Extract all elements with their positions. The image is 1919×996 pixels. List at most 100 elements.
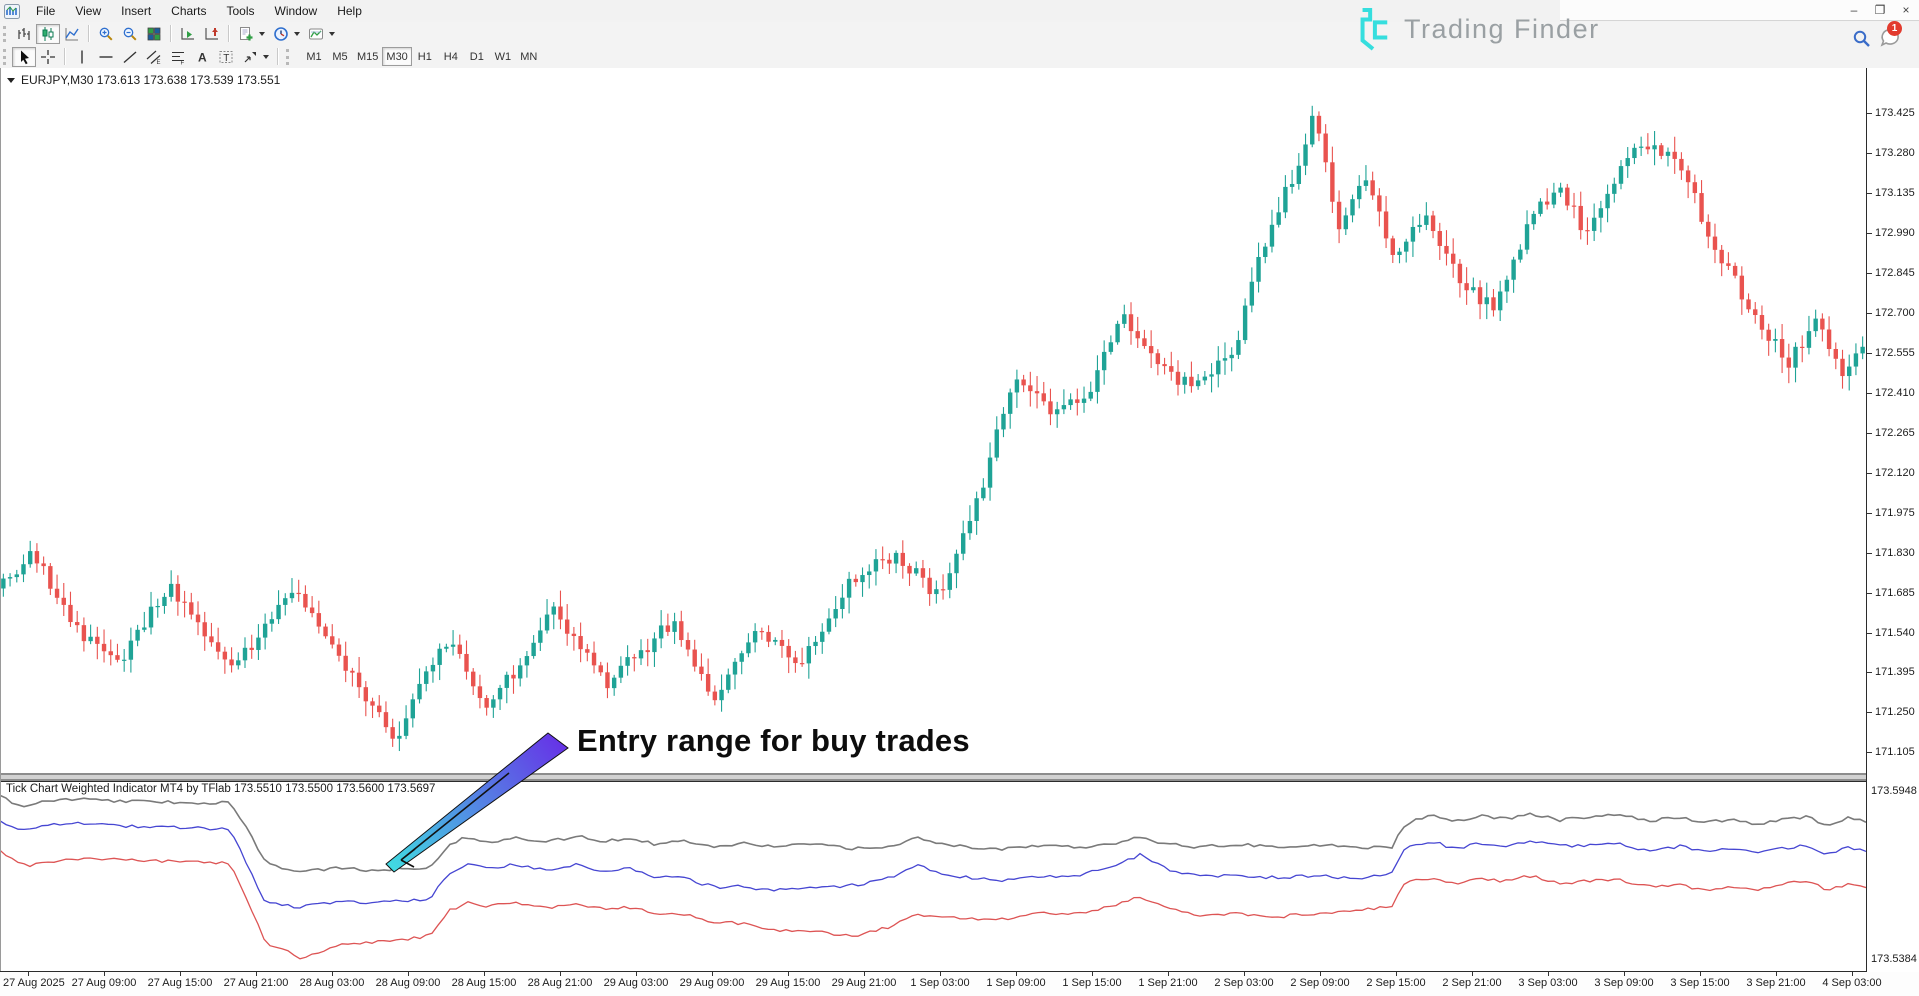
symbol-dropdown-icon[interactable] [7,77,15,83]
candlestick-chart-icon[interactable] [36,23,60,44]
price-axis-label: 171.685 [1875,586,1915,599]
price-axis-label: 172.120 [1875,466,1915,479]
time-axis-label: 27 Aug 21:00 [223,977,289,989]
brand-name: Trading Finder [1404,13,1600,44]
arrows-tool-icon[interactable] [238,47,262,67]
time-axis-tick [1776,972,1777,976]
timeframe-m15[interactable]: M15 [353,47,382,66]
price-axis-tick [1867,552,1872,554]
horizontal-line-icon[interactable] [94,47,118,67]
auto-scroll-icon[interactable] [176,24,200,44]
chart-shift-icon[interactable] [200,24,224,44]
cursor-icon[interactable] [12,46,36,67]
indicators-template-icon[interactable] [304,24,328,44]
periods-caret-icon[interactable] [294,31,300,36]
arrows-caret-icon[interactable] [263,54,269,59]
close-button[interactable]: × [1893,1,1919,19]
new-order-caret-icon[interactable] [259,31,265,36]
time-axis-tick [28,972,29,976]
toolbar-separator [170,25,172,42]
time-axis-label: 1 Sep 03:00 [910,977,970,989]
time-axis-tick [1700,972,1701,976]
price-axis-tick [1867,592,1872,594]
time-axis-tick [1016,972,1017,976]
indicator-frame-top [0,781,1867,782]
toolbar-standard [0,22,1919,46]
trendline-icon[interactable] [118,47,142,67]
price-axis-tick [1867,712,1872,714]
line-chart-icon[interactable] [60,24,84,44]
menu-insert[interactable]: Insert [121,4,152,18]
time-axis-label: 4 Sep 03:00 [1822,977,1882,989]
restore-button[interactable]: ❐ [1867,1,1893,19]
time-axis-tick [1320,972,1321,976]
menu-view[interactable]: View [75,4,102,18]
timeframe-m1[interactable]: M1 [301,47,327,66]
time-axis-tick [1168,972,1169,976]
price-axis-label: 172.555 [1875,347,1915,360]
time-axis-label: 29 Aug 09:00 [679,977,745,989]
toolbar-grip[interactable] [3,25,6,42]
timeframe-mn[interactable]: MN [516,47,542,66]
equidistant-channel-icon[interactable]: E [142,47,166,67]
chart-frame-right [1866,68,1867,971]
timeframe-h1[interactable]: H1 [412,47,438,66]
time-axis-label: 29 Aug 03:00 [603,977,669,989]
price-axis-tick [1867,353,1872,355]
price-axis-label: 172.990 [1875,227,1915,240]
menu-file[interactable]: File [36,4,56,18]
chat-icon[interactable]: 1 [1879,21,1902,49]
time-axis-label: 27 Aug 15:00 [147,977,213,989]
time-axis-tick [636,972,637,976]
time-axis[interactable]: 27 Aug 2025 27 Aug 09:00 27 Aug 15:00 27 Au… [0,972,1919,996]
crosshair-icon[interactable] [36,47,60,67]
zoom-out-icon[interactable] [118,24,142,44]
menu-charts[interactable]: Charts [171,4,207,18]
notification-badge: 1 [1887,21,1902,36]
price-axis-label: 171.540 [1875,626,1915,639]
text-tool-icon[interactable]: A [190,47,214,67]
svg-text:F: F [181,60,185,65]
menu-help[interactable]: Help [337,4,362,18]
toolbar-grip[interactable] [286,48,289,65]
indicators-caret-icon[interactable] [329,31,335,36]
symbol-ohlc-text: EURJPY,M30 173.613 173.638 173.539 173.5… [21,73,281,87]
new-order-icon[interactable] [234,24,258,44]
timeframe-group: M1 M5 M15 M30 H1 H4 D1 W1 MN [301,47,542,66]
fibonacci-retracement-icon[interactable]: F [166,47,190,67]
price-axis-label: 171.250 [1875,706,1915,719]
search-icon[interactable] [1852,29,1871,48]
time-axis-label: 27 Aug 09:00 [71,977,137,989]
time-axis-label: 1 Sep 15:00 [1062,977,1122,989]
menu-bar: File View Insert Charts Tools Window Help [0,0,1919,23]
time-axis-tick [1092,972,1093,976]
panel-separator[interactable] [0,773,1867,781]
app-icon [4,3,20,19]
toolbar-grip[interactable] [3,48,6,65]
vertical-line-icon[interactable] [70,47,94,67]
zoom-in-icon[interactable] [94,24,118,44]
bar-chart-icon[interactable] [12,24,36,44]
price-axis-tick [1867,632,1872,634]
time-axis-label: 28 Aug 15:00 [451,977,517,989]
timeframe-m30[interactable]: M30 [382,47,412,66]
periods-clock-icon[interactable] [269,24,293,44]
toolbar-separator [228,25,230,42]
time-axis-label: 28 Aug 03:00 [299,977,365,989]
indicator-canvas[interactable] [0,781,1866,971]
price-axis[interactable]: 173.5948 173.5384 173.425 173.280 173.135 1… [1867,68,1919,971]
menu-window[interactable]: Window [274,4,318,18]
price-axis-tick [1867,113,1872,115]
timeframe-h4[interactable]: H4 [438,47,464,66]
candlestick-canvas[interactable] [0,68,1866,773]
svg-text:A: A [198,50,207,64]
timeframe-m5[interactable]: M5 [327,47,353,66]
timeframe-w1[interactable]: W1 [490,47,516,66]
time-axis-tick [1472,972,1473,976]
menu-tools[interactable]: Tools [226,4,255,18]
minimize-button[interactable]: – [1841,1,1867,19]
timeframe-d1[interactable]: D1 [464,47,490,66]
time-axis-label: 3 Sep 15:00 [1670,977,1730,989]
text-label-icon[interactable]: T [214,47,238,67]
tile-windows-icon[interactable] [142,24,166,44]
